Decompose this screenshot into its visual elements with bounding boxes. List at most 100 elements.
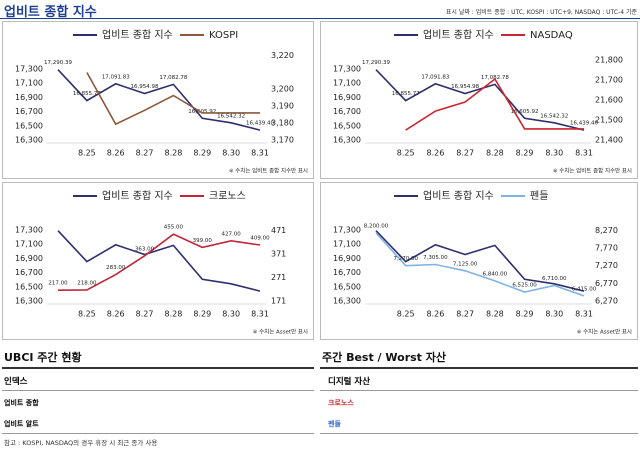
data-label: 17,091.83 bbox=[102, 74, 130, 80]
y-tick-label: 16,500 bbox=[15, 121, 43, 130]
x-tick-label: 8.29 bbox=[516, 310, 534, 319]
table-cell: 업비트 종합 bbox=[4, 399, 39, 407]
data-label: 16,855.77 bbox=[392, 91, 420, 97]
x-tick-label: 8.31 bbox=[575, 310, 593, 319]
y-tick-label: 16,500 bbox=[15, 282, 43, 291]
x-tick-label: 8.29 bbox=[516, 149, 534, 158]
x-tick-label: 8.30 bbox=[222, 310, 240, 319]
x-tick-label: 8.27 bbox=[136, 149, 154, 158]
bottom-rule bbox=[2, 433, 314, 434]
date-note: 표시 날짜 : 업비트 종합 : UTC, KOSPI : UTC+9, NAS… bbox=[445, 9, 637, 16]
data-label: 363.00 bbox=[135, 246, 155, 252]
data-label: 7,270.00 bbox=[393, 256, 418, 262]
data-label: 16,605.92 bbox=[511, 109, 539, 115]
y-tick-label: 16,500 bbox=[333, 121, 361, 130]
x-tick-label: 8.31 bbox=[251, 310, 269, 319]
data-label: 8,200.00 bbox=[364, 223, 389, 229]
chart-note: ※ 수치는 업비트 종합 지수만 표시 bbox=[229, 167, 308, 175]
data-label: 16,954.98 bbox=[451, 84, 479, 90]
chart-note: ※ 수치는 업비트 종합 지수만 표시 bbox=[553, 167, 632, 175]
header-rule bbox=[2, 390, 314, 391]
legend-label: 업비트 종합 지수 bbox=[102, 28, 173, 41]
y2-tick-label: 6,270 bbox=[595, 297, 618, 306]
chart-panel: 16,300 16,500 16,700 16,900 17,100 17,300 171 2… bbox=[2, 182, 314, 340]
data-label: 16,542.32 bbox=[540, 113, 568, 119]
y2-tick-label: 3,190 bbox=[271, 102, 294, 111]
legend-label: 업비트 종합 지수 bbox=[423, 189, 494, 202]
column-header: 인덱스 bbox=[4, 377, 28, 387]
y-tick-label: 17,100 bbox=[15, 79, 43, 88]
y-tick-label: 17,100 bbox=[333, 240, 361, 249]
bottom-rule bbox=[320, 433, 638, 434]
x-tick-label: 8.26 bbox=[427, 310, 445, 319]
column-header: 디지털 자산 bbox=[328, 377, 371, 387]
legend-label: NASDAQ bbox=[530, 30, 573, 41]
series-line bbox=[57, 69, 261, 131]
data-label: 6,840.00 bbox=[483, 271, 508, 277]
y2-tick-label: 171 bbox=[271, 297, 286, 306]
chart: 16,300 16,500 16,700 16,900 17,100 17,300 6,27… bbox=[333, 189, 632, 336]
x-tick-label: 8.26 bbox=[107, 149, 125, 158]
x-tick-label: 8.25 bbox=[397, 149, 415, 158]
table-rule bbox=[320, 367, 638, 369]
x-tick-label: 8.29 bbox=[193, 149, 211, 158]
y-tick-label: 16,900 bbox=[333, 93, 361, 102]
x-tick-label: 8.27 bbox=[456, 310, 474, 319]
data-label: 16,855.77 bbox=[73, 91, 101, 97]
y-tick-label: 17,300 bbox=[333, 226, 361, 235]
y-tick-label: 16,700 bbox=[15, 268, 43, 277]
data-label: 399.00 bbox=[193, 238, 213, 244]
y2-tick-label: 3,170 bbox=[271, 136, 294, 145]
y-tick-label: 16,700 bbox=[15, 107, 43, 116]
y-tick-label: 17,100 bbox=[15, 240, 43, 249]
legend-label: 업비트 종합 지수 bbox=[423, 28, 494, 41]
chart: 16,300 16,500 16,700 16,900 17,100 17,300 21,4… bbox=[333, 28, 632, 175]
data-label: 6,525.00 bbox=[512, 283, 537, 289]
y-tick-label: 16,300 bbox=[333, 297, 361, 306]
y2-tick-label: 6,770 bbox=[595, 279, 618, 288]
y-tick-label: 16,300 bbox=[15, 297, 43, 306]
x-tick-label: 8.26 bbox=[107, 310, 125, 319]
y2-tick-label: 21,800 bbox=[595, 56, 623, 65]
data-label: 17,290.39 bbox=[44, 60, 72, 66]
y-tick-label: 17,300 bbox=[15, 226, 43, 235]
series-line bbox=[57, 230, 261, 292]
y2-tick-label: 271 bbox=[271, 273, 286, 282]
series-line bbox=[405, 77, 584, 131]
y-tick-label: 17,100 bbox=[333, 79, 361, 88]
x-tick-label: 8.25 bbox=[78, 310, 96, 319]
x-tick-label: 8.28 bbox=[165, 149, 183, 158]
data-label: 17,091.83 bbox=[421, 74, 449, 80]
y2-tick-label: 7,770 bbox=[595, 244, 618, 253]
y2-tick-label: 21,600 bbox=[595, 96, 623, 105]
data-label: 16,439.40 bbox=[570, 121, 598, 127]
y2-tick-label: 371 bbox=[271, 249, 286, 258]
header-rule bbox=[0, 18, 640, 19]
table-cell: 크로노스 bbox=[328, 399, 354, 407]
page-title: 업비트 종합 지수 bbox=[4, 5, 97, 20]
y-tick-label: 16,700 bbox=[333, 107, 361, 116]
x-tick-label: 8.28 bbox=[486, 310, 504, 319]
y2-tick-label: 3,220 bbox=[271, 51, 294, 60]
x-tick-label: 8.30 bbox=[222, 149, 240, 158]
x-tick-label: 8.28 bbox=[165, 310, 183, 319]
table-footer: 참고 : KOSPI, NASDAQ의 경우 휴장 시 최근 종가 사용 bbox=[4, 439, 158, 447]
y2-tick-label: 3,200 bbox=[271, 85, 294, 94]
chart-panel: 16,300 16,500 16,700 16,900 17,100 17,300 21,4… bbox=[320, 21, 638, 179]
series-line bbox=[86, 72, 260, 126]
data-label: 6,415.00 bbox=[572, 286, 597, 292]
x-tick-label: 8.31 bbox=[575, 149, 593, 158]
data-label: 427.00 bbox=[222, 231, 242, 237]
legend-label: KOSPI bbox=[209, 30, 238, 41]
y2-tick-label: 471 bbox=[271, 226, 286, 235]
series-line bbox=[375, 69, 585, 131]
series-line bbox=[375, 230, 585, 292]
legend-label: 크로노스 bbox=[209, 190, 246, 202]
data-label: 17,290.39 bbox=[362, 60, 390, 66]
x-tick-label: 8.30 bbox=[545, 149, 563, 158]
y-tick-label: 16,900 bbox=[15, 254, 43, 263]
x-tick-label: 8.28 bbox=[486, 149, 504, 158]
y2-tick-label: 8,270 bbox=[595, 226, 618, 235]
y-tick-label: 16,300 bbox=[15, 136, 43, 145]
chart: 16,300 16,500 16,700 16,900 17,100 17,300 3,17… bbox=[15, 28, 308, 175]
